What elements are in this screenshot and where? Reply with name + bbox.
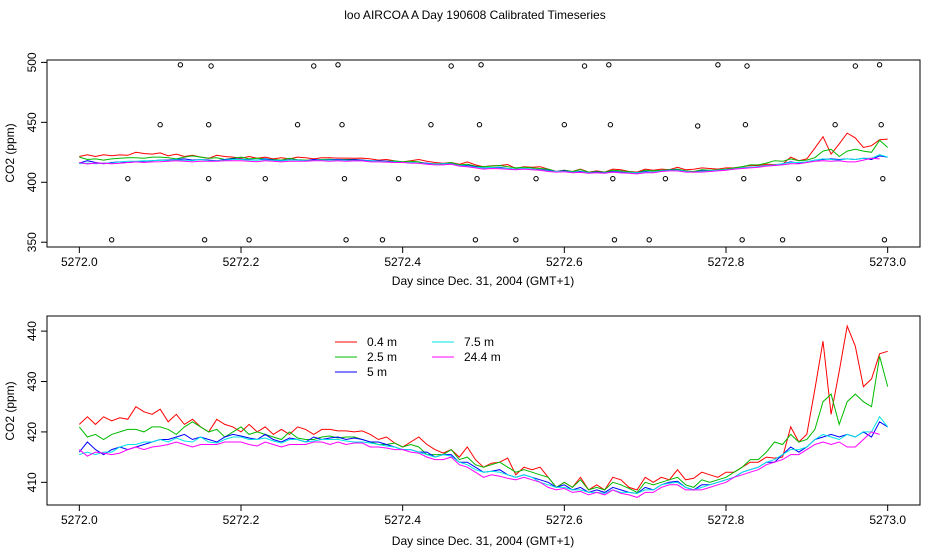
reference-point bbox=[205, 175, 212, 182]
reference-point bbox=[448, 63, 454, 69]
reference-point bbox=[513, 237, 519, 243]
reference-point bbox=[715, 62, 721, 68]
panel-top-frame bbox=[46, 59, 921, 248]
reference-point bbox=[744, 63, 750, 69]
panel-top-series-line-24-4-m bbox=[79, 157, 880, 175]
reference-point bbox=[607, 122, 614, 128]
reference-point bbox=[662, 175, 669, 182]
reference-point bbox=[341, 175, 348, 182]
panel-bottom-y-tick-label: 420 bbox=[25, 422, 39, 442]
panel-bottom-x-tick-label: 5272.2 bbox=[223, 513, 260, 527]
reference-point bbox=[646, 237, 652, 243]
panel-bottom-x-tick-label: 5272.6 bbox=[546, 513, 583, 527]
reference-point bbox=[125, 175, 131, 182]
reference-point bbox=[335, 62, 341, 68]
figure-title: loo AIRCOA A Day 190608 Calibrated Times… bbox=[344, 8, 606, 22]
reference-point bbox=[796, 175, 802, 182]
panel-top-y-axis: 350 400 450 500 bbox=[25, 52, 47, 252]
legend-label: 5 m bbox=[367, 365, 387, 379]
reference-point bbox=[876, 62, 883, 68]
reference-point bbox=[474, 175, 480, 182]
panel-bottom-x-tick-label: 5272.4 bbox=[384, 513, 421, 527]
panel-bottom-y-tick-label: 430 bbox=[25, 371, 39, 391]
reference-point bbox=[395, 175, 402, 182]
panel-bottom-series-line-24-4-m bbox=[78, 431, 880, 498]
panel-top-x-tick-label: 5272.0 bbox=[61, 255, 98, 269]
reference-point bbox=[379, 237, 386, 243]
panel-bottom-x-axis: 5272.0 5272.2 5272.4 5272.6 5272.8 5273.0 bbox=[61, 505, 906, 527]
panel-top-x-axis: 5272.0 5272.2 5272.4 5272.6 5272.8 5273.0 bbox=[61, 247, 906, 269]
reference-point bbox=[878, 122, 884, 128]
reference-point bbox=[205, 122, 212, 128]
reference-point bbox=[852, 63, 859, 69]
reference-point bbox=[472, 237, 479, 243]
reference-point bbox=[742, 122, 749, 128]
panel-bottom-frame bbox=[46, 315, 921, 506]
panel-bottom-line-chart: 5272.0 5272.2 5272.4 5272.6 5272.8 5273.0 410… bbox=[3, 315, 921, 548]
panel-bottom-series-line-7-5-m bbox=[79, 415, 889, 494]
reference-point bbox=[606, 62, 612, 68]
reference-point bbox=[741, 175, 747, 182]
panel-bottom-y-tick-label: 440 bbox=[25, 321, 39, 341]
panel-top-reference-chart: 5272.0 5272.2 5272.4 5272.6 5272.8 5273.0 350… bbox=[3, 52, 921, 288]
panel-top-y-tick-label: 450 bbox=[25, 112, 39, 132]
reference-point bbox=[343, 237, 349, 243]
reference-point bbox=[610, 175, 616, 182]
panel-top-series bbox=[79, 132, 889, 175]
legend-label: 0.4 m bbox=[367, 335, 397, 349]
reference-point bbox=[262, 175, 268, 182]
reference-point bbox=[832, 122, 838, 128]
reference-point bbox=[611, 237, 618, 243]
reference-point bbox=[428, 122, 434, 128]
reference-point bbox=[177, 62, 184, 68]
reference-point bbox=[294, 122, 301, 128]
panel-bottom-y-axis: 410 420 430 440 bbox=[25, 321, 47, 492]
legend-label: 2.5 m bbox=[367, 350, 397, 364]
panel-bottom-x-tick-label: 5273.0 bbox=[869, 513, 906, 527]
panel-top-y-axis-label: CO2 (ppm) bbox=[3, 123, 17, 182]
panel-top-y-tick-label: 500 bbox=[25, 52, 39, 72]
reference-point bbox=[881, 237, 888, 243]
panel-top-y-tick-label: 350 bbox=[25, 232, 39, 252]
panel-top-x-tick-label: 5272.6 bbox=[546, 255, 583, 269]
legend-label: 7.5 m bbox=[464, 335, 494, 349]
reference-point bbox=[779, 237, 786, 243]
legend-label: 24.4 m bbox=[464, 350, 501, 364]
reference-point bbox=[533, 175, 539, 182]
reference-point bbox=[478, 62, 484, 68]
panel-top-x-tick-label: 5272.2 bbox=[223, 255, 260, 269]
panel-top-x-tick-label: 5273.0 bbox=[869, 255, 906, 269]
reference-point bbox=[157, 122, 163, 128]
panel-top-series-line-2-5-m bbox=[79, 139, 889, 174]
panel-top-x-axis-label: Day since Dec. 31, 2004 (GMT+1) bbox=[392, 274, 574, 288]
panel-bottom-series bbox=[78, 324, 889, 498]
panel-top-y-tick-label: 400 bbox=[25, 172, 39, 192]
panel-top-reference-points bbox=[108, 62, 888, 243]
reference-point bbox=[739, 237, 745, 243]
reference-point bbox=[201, 237, 208, 243]
reference-point bbox=[695, 123, 701, 129]
reference-point bbox=[108, 237, 115, 243]
panel-bottom-x-axis-label: Day since Dec. 31, 2004 (GMT+1) bbox=[392, 534, 574, 548]
reference-point bbox=[208, 63, 214, 69]
reference-point bbox=[339, 122, 345, 128]
reference-point bbox=[561, 122, 568, 128]
panel-top-x-tick-label: 5272.4 bbox=[384, 255, 421, 269]
reference-point bbox=[581, 63, 588, 69]
panel-bottom-y-tick-label: 410 bbox=[25, 472, 39, 492]
legend: 0.4 m2.5 m5 m 7.5 m24.4 m bbox=[335, 335, 501, 379]
reference-point bbox=[246, 237, 252, 243]
panel-top-x-tick-label: 5272.8 bbox=[708, 255, 745, 269]
reference-point bbox=[476, 122, 483, 128]
panel-bottom-x-tick-label: 5272.8 bbox=[708, 513, 745, 527]
panel-bottom-series-line-2-5-m bbox=[78, 356, 889, 494]
panel-bottom-x-tick-label: 5272.0 bbox=[61, 513, 98, 527]
reference-point bbox=[880, 175, 886, 182]
reference-point bbox=[311, 63, 317, 69]
panel-bottom-y-axis-label: CO2 (ppm) bbox=[3, 381, 17, 440]
